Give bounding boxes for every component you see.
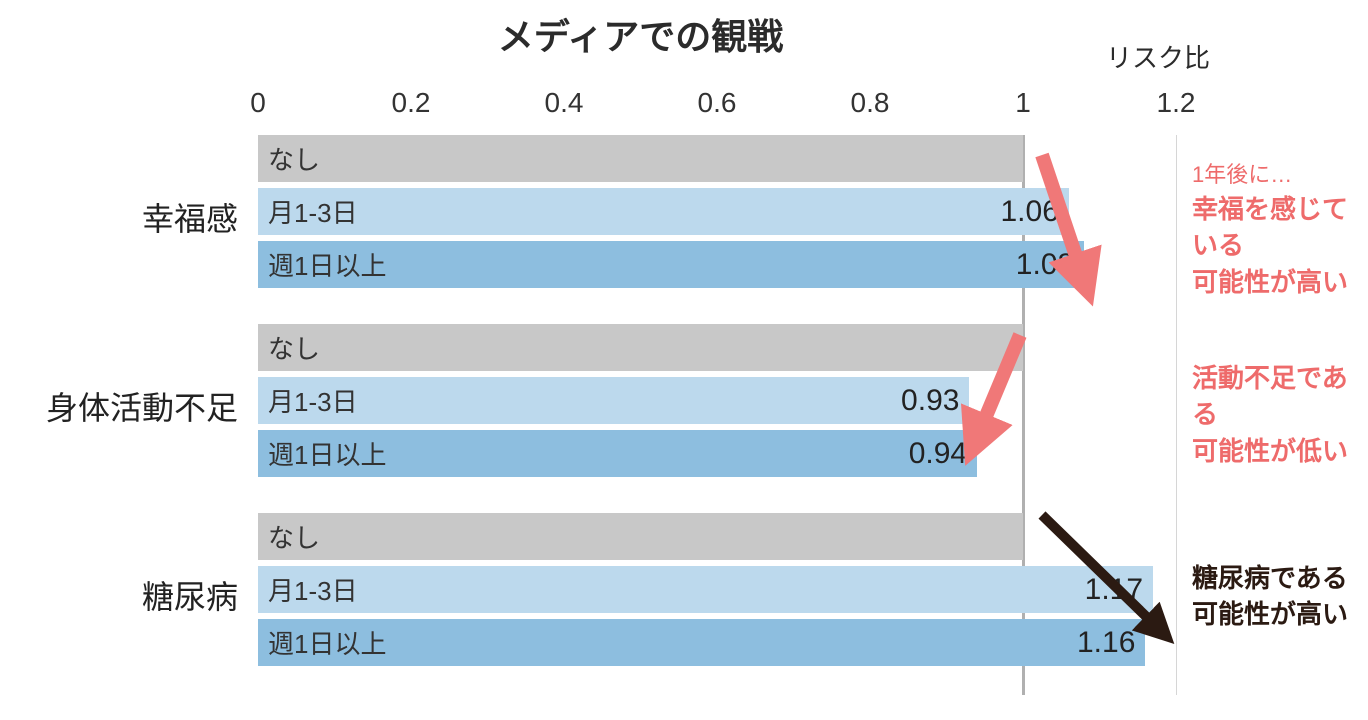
bar-category-label: 月1-3日 (258, 382, 358, 419)
bar-value-label: 0.93 (901, 384, 959, 418)
bar-category-label: 週1日以上 (258, 624, 386, 661)
bar-value-label: 1.08 (1016, 248, 1074, 282)
x-tick: 0.4 (545, 87, 584, 119)
axis-label: リスク比 (1106, 38, 1210, 75)
group-label: 幸福感 (0, 194, 238, 240)
x-tick: 0 (250, 87, 266, 119)
annotation: 活動不足である可能性が低い (1192, 360, 1368, 469)
bar-category-label: なし (258, 329, 320, 366)
bar: なし (258, 135, 1023, 182)
bar-category-label: なし (258, 140, 320, 177)
group-label: 身体活動不足 (0, 383, 238, 429)
annotation-line: 1年後に… (1192, 160, 1368, 191)
bar-category-label: 月1-3日 (258, 193, 358, 230)
risk-ratio-chart: メディアでの観戦リスク比00.20.40.60.811.2なし月1-3日1.06… (0, 0, 1368, 720)
bar: なし (258, 324, 1023, 371)
bar: 週1日以上 1.08 (258, 241, 1084, 288)
bar: 月1-3日 1.17 (258, 566, 1153, 613)
annotation: 糖尿病である可能性が高い (1192, 560, 1348, 633)
x-tick: 0.6 (698, 87, 737, 119)
x-tick: 1.2 (1157, 87, 1196, 119)
x-tick: 0.8 (851, 87, 890, 119)
annotation: 1年後に…幸福を感じている可能性が高い (1192, 160, 1368, 300)
annotation-line: 活動不足である (1192, 360, 1368, 433)
x-tick: 1 (1015, 87, 1031, 119)
bar: 月1-3日 1.06 (258, 188, 1069, 235)
annotation-line: 可能性が高い (1192, 264, 1368, 300)
right-boundary-line (1176, 135, 1177, 695)
bar-value-label: 0.94 (909, 437, 967, 471)
annotation-line: 糖尿病である (1192, 560, 1348, 596)
chart-title: メディアでの観戦 (258, 8, 1023, 60)
bar-category-label: 週1日以上 (258, 435, 386, 472)
bar: 週1日以上 0.94 (258, 430, 977, 477)
annotation-line: 可能性が低い (1192, 433, 1368, 469)
bar: なし (258, 513, 1023, 560)
x-tick: 0.2 (392, 87, 431, 119)
bar: 月1-3日 0.93 (258, 377, 969, 424)
bar-value-label: 1.16 (1077, 626, 1135, 660)
annotation-line: 幸福を感じている (1192, 191, 1368, 264)
group-label: 糖尿病 (0, 572, 238, 618)
bar-category-label: 週1日以上 (258, 246, 386, 283)
bar-value-label: 1.06 (1001, 195, 1059, 229)
bar-category-label: 月1-3日 (258, 571, 358, 608)
bar-category-label: なし (258, 518, 320, 555)
annotation-line: 可能性が高い (1192, 596, 1348, 632)
bar: 週1日以上 1.16 (258, 619, 1145, 666)
bar-value-label: 1.17 (1085, 573, 1143, 607)
